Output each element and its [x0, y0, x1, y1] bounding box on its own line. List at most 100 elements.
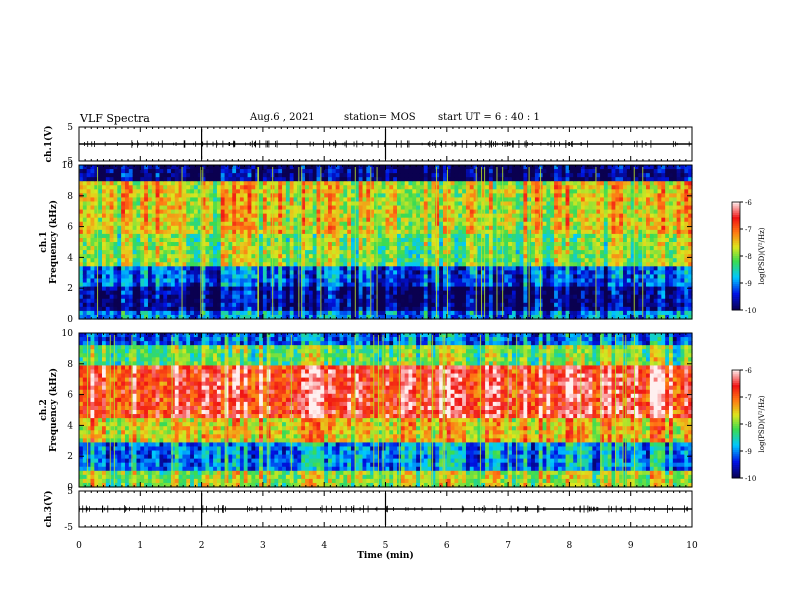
psd-cell	[90, 169, 95, 174]
psd-cell	[508, 197, 513, 203]
psd-cell	[190, 274, 195, 280]
psd-cell	[408, 274, 413, 280]
psd-cell	[427, 197, 433, 203]
psd-cell	[377, 262, 383, 267]
psd-cell	[450, 286, 456, 292]
psd-cell	[259, 233, 264, 239]
psd-cell	[101, 302, 107, 308]
psd-cell	[385, 189, 390, 194]
psd-cell	[377, 213, 383, 219]
psd-cell	[274, 298, 279, 304]
psd-cell	[423, 274, 429, 280]
psd-cell	[335, 310, 341, 316]
psd-cell	[347, 254, 352, 259]
psd-cell	[259, 201, 264, 207]
psd-cell	[366, 197, 371, 203]
psd-cell	[324, 270, 329, 276]
psd-cell	[278, 217, 283, 223]
psd-cell	[496, 225, 502, 231]
psd-cell	[121, 193, 126, 199]
psd-cell	[389, 189, 394, 194]
psd-cell	[435, 298, 440, 304]
psd-cell	[274, 229, 279, 235]
psd-cell	[293, 290, 298, 296]
psd-cell	[220, 314, 226, 320]
psd-cell	[147, 221, 153, 227]
psd-cell	[136, 294, 141, 300]
psd-cell	[247, 193, 252, 199]
psd-cell	[419, 310, 425, 316]
psd-cell	[293, 213, 298, 219]
psd-cell	[209, 262, 214, 267]
psd-cell	[124, 286, 130, 292]
psd-cell	[113, 185, 118, 190]
psd-cell	[144, 165, 149, 170]
psd-cell	[216, 169, 222, 174]
psd-cell	[144, 189, 149, 194]
psd-cell	[446, 310, 452, 316]
psd-cell	[439, 266, 444, 271]
psd-cell	[531, 197, 536, 203]
psd-cell	[335, 177, 341, 182]
psd-cell	[220, 237, 226, 243]
psd-cell	[312, 306, 318, 312]
psd-cell	[439, 209, 444, 215]
psd-cell	[523, 193, 528, 199]
psd-cell	[136, 221, 141, 227]
psd-cell	[423, 266, 429, 271]
psd-cell	[416, 290, 421, 296]
psd-cell	[339, 177, 344, 182]
psd-cell	[446, 169, 452, 174]
psd-cell	[442, 266, 448, 271]
psd-cell	[377, 278, 383, 284]
psd-cell	[151, 250, 157, 255]
psd-cell	[274, 197, 279, 203]
psd-cell	[186, 266, 191, 271]
psd-cell	[412, 165, 417, 170]
psd-cell	[124, 205, 130, 211]
psd-cell	[328, 250, 333, 255]
psd-cell	[178, 266, 184, 271]
psd-cell	[389, 173, 394, 178]
psd-cell	[320, 185, 325, 190]
psd-cell	[531, 306, 536, 312]
psd-cell	[335, 250, 341, 255]
psd-cell	[385, 201, 390, 207]
psd-cell	[508, 225, 513, 231]
psd-cell	[442, 229, 448, 235]
psd-cell	[289, 181, 295, 186]
psd-cell	[477, 294, 482, 300]
psd-cell	[243, 282, 249, 288]
psd-cell	[523, 237, 528, 243]
psd-cell	[481, 254, 486, 259]
psd-cell	[190, 165, 195, 170]
psd-cell	[193, 201, 199, 207]
psd-cell	[232, 298, 237, 304]
psd-cell	[301, 274, 306, 280]
psd-cell	[259, 314, 264, 320]
psd-cell	[534, 217, 540, 223]
psd-cell	[347, 181, 352, 186]
psd-cell	[113, 181, 118, 186]
psd-cell	[469, 233, 475, 239]
psd-cell	[282, 221, 287, 227]
psd-cell	[247, 250, 252, 255]
psd-cell	[136, 290, 141, 296]
psd-cell	[351, 302, 356, 308]
psd-cell	[404, 181, 410, 186]
psd-cell	[393, 225, 398, 231]
psd-cell	[351, 165, 356, 170]
psd-cell	[504, 209, 509, 215]
psd-cell	[324, 286, 329, 292]
psd-cell	[94, 165, 99, 170]
psd-cell	[251, 286, 256, 292]
psd-cell	[400, 193, 406, 199]
psd-cell	[285, 221, 291, 227]
psd-cell	[511, 282, 517, 288]
psd-cell	[485, 177, 490, 182]
psd-cell	[370, 177, 375, 182]
psd-cell	[393, 250, 398, 255]
psd-cell	[174, 294, 180, 300]
psd-cell	[239, 290, 245, 296]
psd-cell	[485, 286, 490, 292]
